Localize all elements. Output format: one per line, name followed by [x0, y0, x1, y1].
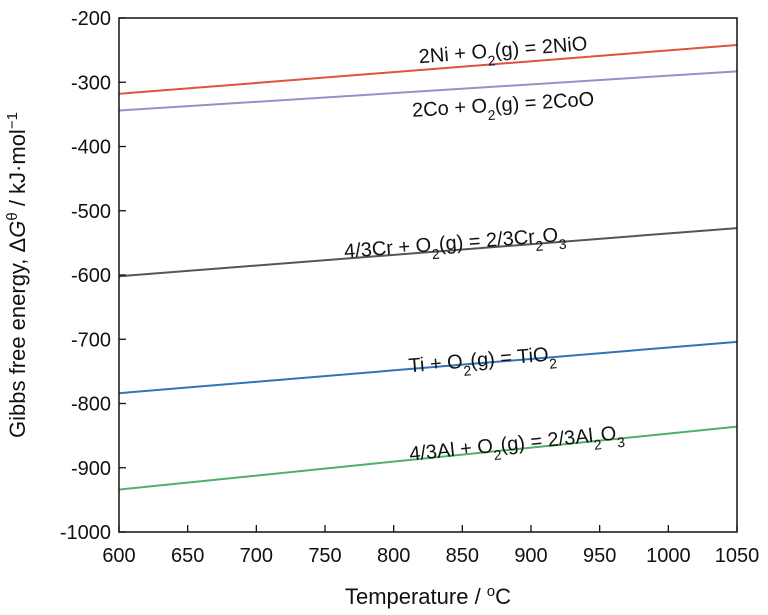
x-axis-title-main: Temperature /	[345, 584, 487, 609]
series-label-subscript: 2	[549, 355, 558, 372]
series-line	[118, 425, 738, 491]
x-axis: 600 650 700 750 800 850 900 950 1000 1050	[102, 525, 759, 567]
series-label-text: Ti + O	[408, 351, 464, 377]
x-tick-label: 850	[446, 545, 479, 567]
series-label: Ti + O2(g) = TiO2	[408, 343, 558, 383]
y-tick-label: -200	[71, 8, 111, 30]
series-label-subscript: 2	[487, 52, 496, 69]
y-axis-title-unit: / kJ·mol	[5, 129, 30, 212]
x-axis-title-tail: C	[495, 584, 511, 609]
series-label-subscript: 2	[463, 362, 472, 379]
x-tick-label: 600	[102, 545, 135, 567]
y-axis-title-g: G	[5, 221, 30, 238]
series-label-text: 2Co + O	[411, 95, 487, 122]
y-axis-title: Gibbs free energy, ΔGθ / kJ·mol−1	[4, 112, 31, 438]
series-label-subscript: 2	[593, 436, 603, 453]
y-tick-label: -400	[71, 137, 111, 159]
series-label-subscript: 3	[558, 236, 567, 253]
y-tick-label: -800	[71, 394, 111, 416]
series-label-subscript: 2	[493, 446, 503, 463]
series-line	[118, 340, 738, 395]
series-label-text: 2Ni + O	[418, 41, 488, 68]
series-label: 2Co + O2(g) = 2CoO	[411, 88, 595, 127]
series-label-subscript: 2	[535, 237, 544, 254]
x-axis-title-sup: o	[487, 583, 495, 600]
y-tick-label: -500	[71, 201, 111, 223]
series-label-subscript: 2	[487, 107, 496, 123]
series-label-subscript: 2	[431, 246, 440, 263]
y-tick-label: -600	[71, 265, 111, 287]
y-tick-label: -900	[71, 458, 111, 480]
x-tick-label: 900	[514, 545, 547, 567]
y-tick-label: -1000	[60, 522, 111, 544]
series-label: 4/3Al + O2(g) = 2/3Al2O3	[408, 422, 626, 472]
x-tick-label: 1000	[646, 545, 691, 567]
series-line	[118, 43, 738, 95]
y-tick-label: -700	[71, 329, 111, 351]
x-tick-label: 700	[240, 545, 273, 567]
series-line	[118, 227, 738, 278]
x-axis-title: Temperature / oC	[345, 583, 511, 610]
y-axis-title-exp: −1	[4, 112, 21, 129]
x-tick-label: 650	[171, 545, 204, 567]
y-axis-title-main: Gibbs free energy, Δ	[5, 237, 30, 437]
y-axis: -200 -300 -400 -500 -600 -700 -800 -900 -1000	[60, 8, 126, 544]
x-tick-label: 800	[377, 545, 410, 567]
y-tick-label: -300	[71, 72, 111, 94]
series-label-subscript: 3	[616, 434, 626, 451]
x-tick-label: 1050	[715, 545, 760, 567]
series-label-text: O	[542, 224, 559, 247]
series-label-text: O	[600, 423, 618, 446]
series-group	[118, 43, 738, 491]
series-line	[118, 70, 738, 112]
x-tick-label: 750	[308, 545, 341, 567]
y-axis-title-theta: θ	[4, 212, 21, 220]
x-tick-label: 950	[583, 545, 616, 567]
